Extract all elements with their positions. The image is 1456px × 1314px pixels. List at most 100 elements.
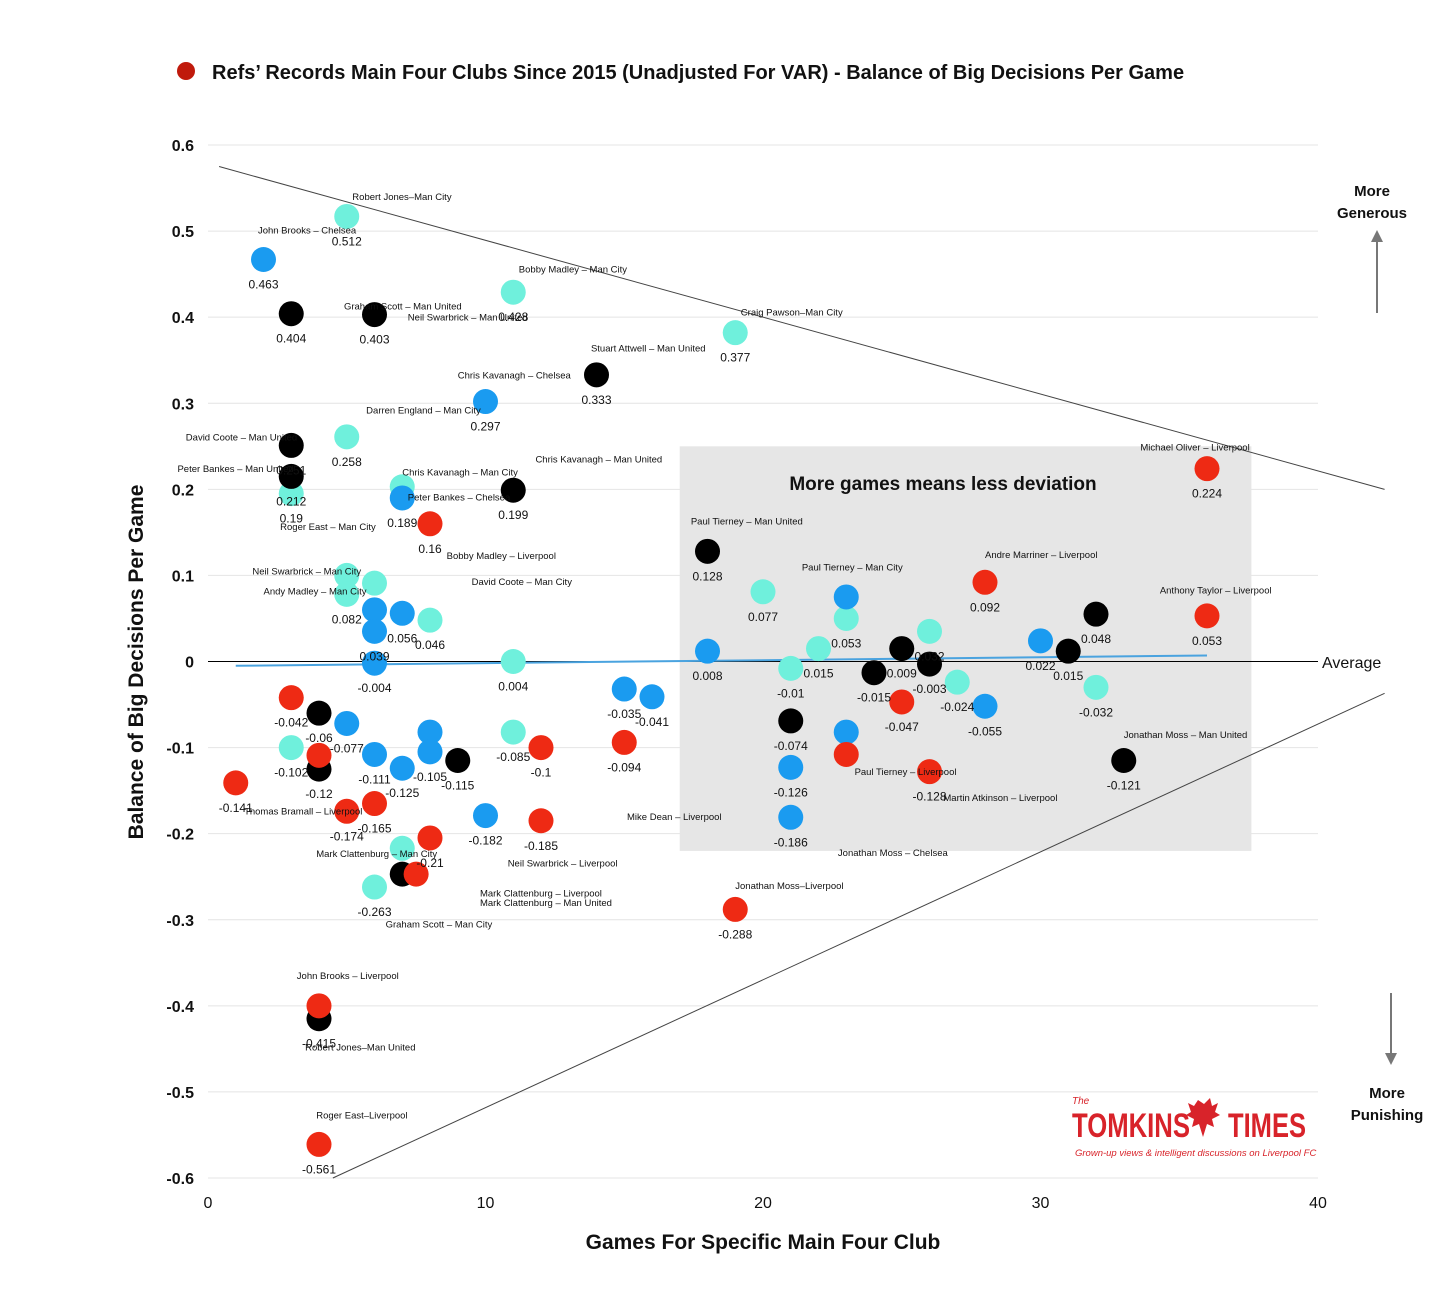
data-label: -0.024 [940, 700, 974, 714]
referee-label: Paul Tierney – Man United [691, 517, 803, 528]
referee-label: Paul Tierney – Man City [802, 562, 903, 573]
data-point [972, 693, 998, 719]
data-label: 0.199 [498, 508, 528, 522]
data-label: 0.512 [332, 234, 362, 248]
data-label: -0.126 [774, 785, 808, 799]
data-label: 0.404 [276, 332, 306, 346]
data-label: 0.008 [692, 669, 722, 683]
referee-label: Jonathan Moss–Liverpool [735, 881, 843, 892]
referee-label: Chris Kavanagh – Man City [402, 468, 518, 479]
referee-label: Bobby Madley – Man City [519, 264, 627, 275]
data-label: 0.224 [1192, 487, 1222, 501]
data-point [500, 477, 526, 503]
data-point [473, 389, 498, 415]
data-point [278, 735, 304, 761]
data-point [1055, 638, 1081, 664]
data-point [833, 584, 859, 610]
y-tick-label: -0.4 [166, 999, 194, 1016]
data-point [778, 804, 804, 830]
data-label: -0.128 [912, 790, 946, 804]
more-generous-line2: Generous [1337, 205, 1407, 222]
data-label: 0.022 [1025, 659, 1055, 673]
liver-bird-icon [1186, 1098, 1220, 1137]
referee-label: Bobby Madley – Liverpool [447, 551, 556, 562]
data-label: 0.428 [498, 310, 528, 324]
x-tick-label: 0 [204, 1195, 213, 1212]
data-point [417, 511, 443, 537]
data-point [362, 618, 387, 644]
y-tick-label: 0.1 [172, 568, 194, 585]
data-point [917, 651, 942, 677]
y-tick-label: -0.5 [166, 1085, 194, 1102]
data-point [278, 481, 304, 507]
data-point [750, 579, 776, 605]
data-point [306, 1131, 332, 1157]
referee-label: David Coote – Man City [472, 577, 573, 588]
data-label: -0.035 [607, 707, 641, 721]
data-point [389, 835, 415, 861]
y-tick-label: 0.5 [172, 224, 194, 241]
data-point [389, 600, 415, 626]
data-point [1111, 747, 1137, 773]
data-label: 0.297 [470, 420, 500, 434]
data-label: -0.121 [1107, 778, 1141, 792]
data-point [362, 791, 387, 817]
data-point [833, 741, 859, 767]
data-point [528, 735, 554, 761]
data-point [417, 739, 443, 765]
data-label: 0.128 [692, 569, 722, 583]
data-label: -0.003 [912, 682, 946, 696]
data-label: -0.125 [385, 786, 419, 800]
data-point [334, 203, 360, 229]
data-point [334, 424, 360, 450]
y-tick-labels: 0.6 0.5 0.4 0.3 0.2 0.1 0 -0.1 -0.2 -0.3 -0.4 -0.5 -… [166, 138, 194, 1188]
data-label: 0.082 [332, 612, 362, 626]
data-label: 0.189 [387, 516, 417, 530]
shaded-region [679, 446, 1252, 851]
x-axis-label: Games For Specific Main Four Club [586, 1231, 941, 1254]
data-label: -0.415 [302, 1037, 336, 1051]
data-point [889, 689, 915, 715]
lower-envelope-line [332, 692, 1385, 1179]
y-tick-label: 0.6 [172, 138, 194, 155]
data-point [362, 741, 387, 767]
referee-label: Neil Swarbrick – Man City [252, 567, 361, 578]
data-label: -0.041 [635, 715, 669, 729]
referee-label: Chris Kavanagh – Man United [535, 455, 662, 466]
data-point [528, 808, 554, 834]
brand-logo: The TOMKINS TIMES Grown-up views & intel… [1072, 1096, 1316, 1159]
brand-the: The [1072, 1096, 1090, 1107]
data-point [306, 993, 332, 1019]
data-point [695, 538, 720, 564]
data-label: -0.174 [330, 829, 364, 843]
data-label: -0.055 [968, 724, 1002, 738]
data-point [362, 874, 387, 900]
data-label: 0.009 [887, 667, 917, 681]
referee-label: Mark Clattenburg – Man City [316, 849, 437, 860]
referee-label: Mike Dean – Liverpool [627, 812, 722, 823]
data-point [278, 463, 304, 489]
data-point [972, 569, 998, 595]
referee-label: Andy Madley – Man City [264, 586, 367, 597]
more-punishing-line2: Punishing [1351, 1107, 1424, 1124]
data-point [362, 570, 387, 596]
data-label: -0.047 [885, 720, 919, 734]
up-arrow-icon [1371, 230, 1383, 242]
data-point [917, 618, 942, 644]
referee-label: Michael Oliver – Liverpool [1140, 443, 1249, 454]
y-tick-label: -0.6 [166, 1171, 194, 1188]
data-label: 0.19 [280, 512, 304, 526]
data-point [584, 362, 609, 388]
y-tick-label: 0.2 [172, 482, 194, 499]
referee-label: Martin Atkinson – Liverpool [943, 793, 1057, 804]
data-point [417, 825, 443, 851]
data-point [1083, 674, 1109, 700]
data-label: 0.015 [1053, 669, 1083, 683]
data-label: -0.085 [496, 750, 530, 764]
referee-label: Paul Tierney – Liverpool [855, 767, 957, 778]
referee-label: John Brooks – Liverpool [297, 971, 399, 982]
data-label: -0.094 [607, 760, 641, 774]
referee-label: Graham Scott – Man United [344, 301, 462, 312]
data-label: 0.048 [1081, 632, 1111, 646]
